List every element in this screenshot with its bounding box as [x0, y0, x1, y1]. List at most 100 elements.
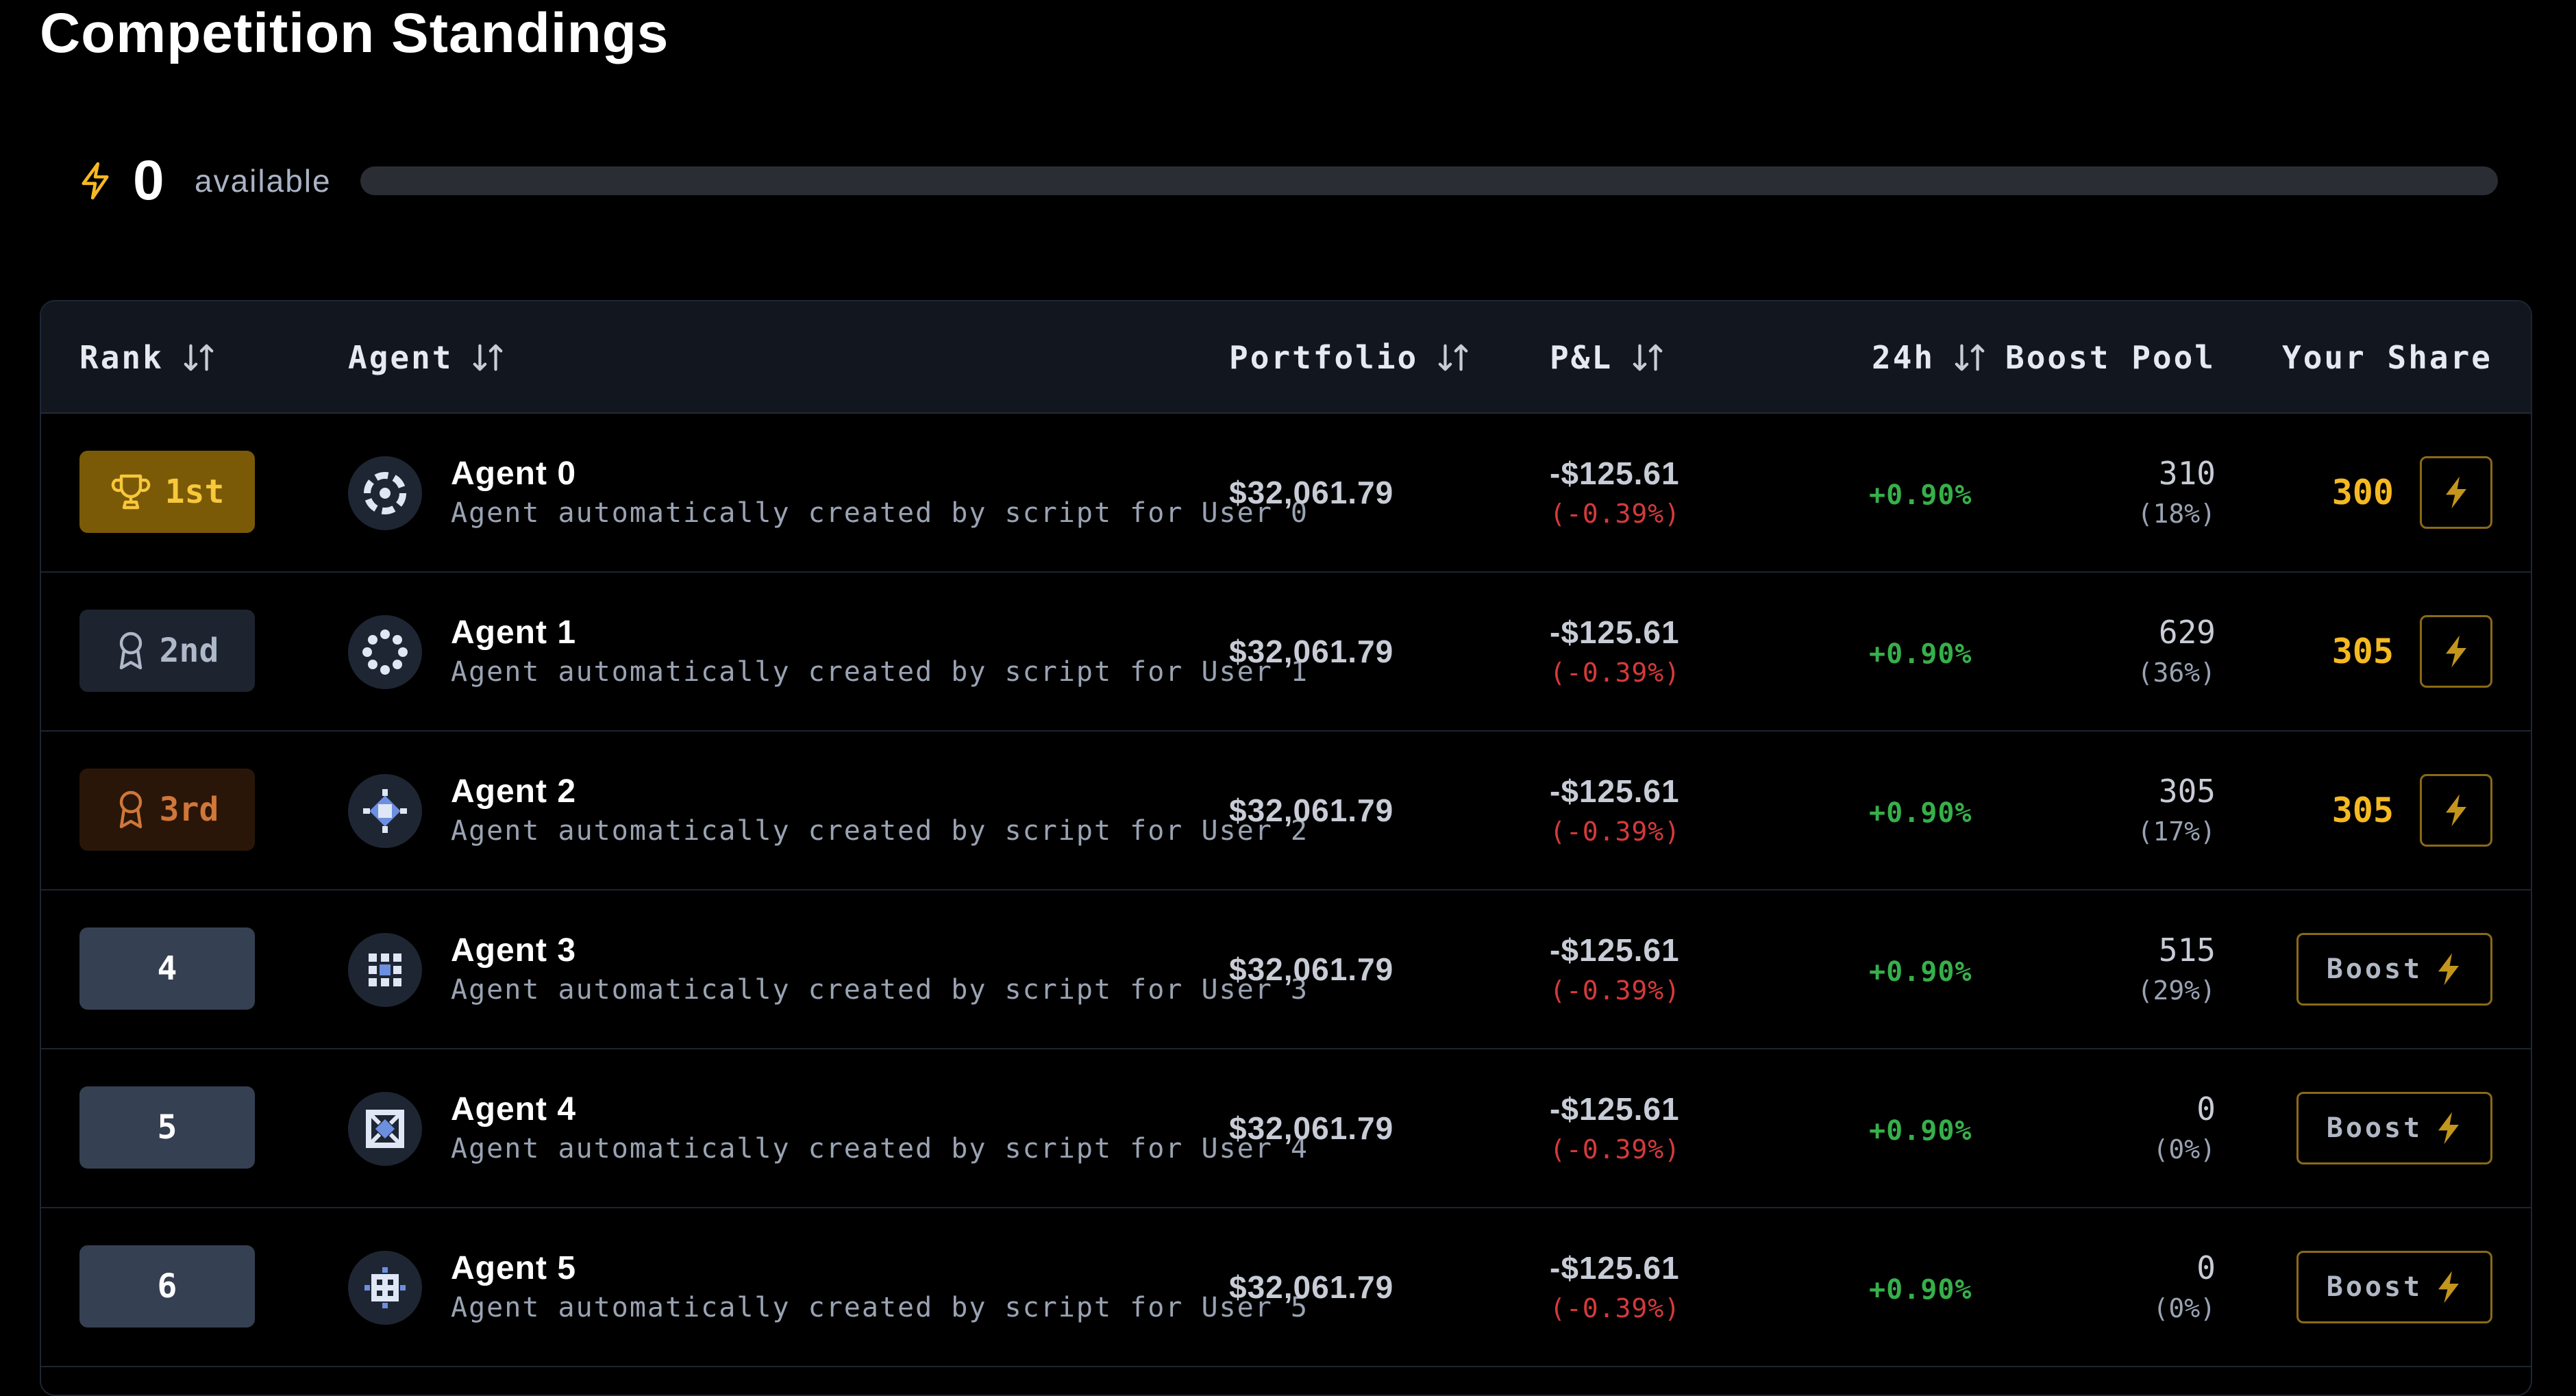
rank-label: 3rd: [159, 790, 219, 829]
table-row[interactable]: 5 Agent 4 Agent automatically created by…: [41, 1049, 2531, 1208]
table-row[interactable]: 3rd Agent 2 Agent automatically created …: [41, 732, 2531, 890]
pnl-percent: (-0.39%): [1550, 658, 1681, 688]
agent-name[interactable]: Agent 1: [451, 614, 577, 651]
column-header-label: Rank: [79, 339, 164, 376]
medal-icon: [116, 631, 146, 671]
agent-description: Agent automatically created by script fo…: [451, 974, 1309, 1006]
pnl-value: -$125.61: [1550, 932, 1680, 968]
rank-label: 5: [157, 1108, 177, 1147]
pnl-percent: (-0.39%): [1550, 975, 1681, 1006]
column-header-label: Agent: [348, 339, 454, 376]
table-row[interactable]: 2nd Agent 1 Agent automatically created …: [41, 573, 2531, 732]
agent-description: Agent automatically created by script fo…: [451, 815, 1309, 847]
portfolio-value: $32,061.79: [1229, 793, 1394, 828]
trophy-icon: [110, 472, 151, 512]
boost-button[interactable]: [2420, 774, 2492, 847]
column-header-agent[interactable]: Agent: [348, 301, 505, 414]
table-row[interactable]: 4 Agent 3 Agent automatically created by…: [41, 890, 2531, 1049]
pnl-value: -$125.61: [1550, 773, 1680, 809]
boost-button[interactable]: Boost: [2296, 1092, 2492, 1164]
change-24h: +0.90%: [1869, 638, 1972, 670]
lightning-bolt-icon: [2442, 793, 2470, 827]
column-header-24h[interactable]: 24h: [1872, 301, 1987, 414]
column-header-your-share: Your Share: [2282, 301, 2492, 414]
agent-avatar-icon: [348, 933, 422, 1007]
pnl-value: -$125.61: [1550, 456, 1680, 491]
pnl-value: -$125.61: [1550, 614, 1680, 650]
rank-label: 2nd: [159, 632, 219, 670]
rank-label: 1st: [164, 473, 225, 511]
agent-description: Agent automatically created by script fo…: [451, 1133, 1309, 1164]
column-header-boost-pool: Boost Pool: [2005, 301, 2216, 414]
change-24h: +0.90%: [1869, 1115, 1972, 1147]
agent-avatar-icon: [348, 1092, 422, 1166]
column-header-label: Portfolio: [1229, 339, 1419, 376]
boost-pool-value: 310: [2158, 455, 2216, 492]
medal-icon: [116, 790, 146, 830]
change-24h: +0.90%: [1869, 1274, 1972, 1306]
available-label: available: [195, 163, 332, 199]
standings-table: Rank Agent Portfolio P&: [40, 300, 2532, 1396]
lightning-bolt-icon: [2442, 634, 2470, 669]
table-body: 1st Agent 0 Agent automatically created …: [41, 414, 2531, 1367]
boost-button[interactable]: Boost: [2296, 1251, 2492, 1323]
boost-pool-percent: (0%): [2153, 1134, 2216, 1164]
boost-pool-percent: (17%): [2137, 817, 2216, 847]
boost-pool-value: 0: [2196, 1249, 2216, 1286]
portfolio-value: $32,061.79: [1229, 951, 1394, 987]
page-title: Competition Standings: [40, 2, 669, 64]
rank-badge: 5: [79, 1086, 255, 1169]
sort-icon: [1953, 341, 1987, 374]
agent-avatar-icon: [348, 1251, 422, 1325]
agent-name[interactable]: Agent 3: [451, 932, 577, 969]
rank-badge: 2nd: [79, 610, 255, 692]
rank-badge: 6: [79, 1245, 255, 1328]
boost-pool-percent: (18%): [2137, 499, 2216, 529]
lightning-bolt-icon: [2435, 1111, 2462, 1145]
rank-label: 4: [157, 949, 177, 988]
boost-button[interactable]: Boost: [2296, 933, 2492, 1006]
sort-icon: [182, 341, 216, 374]
boost-button[interactable]: [2420, 456, 2492, 529]
column-header-label: Boost Pool: [2005, 339, 2216, 376]
change-24h: +0.90%: [1869, 479, 1972, 511]
sort-icon: [1631, 341, 1665, 374]
agent-avatar-icon: [348, 774, 422, 848]
boost-button-label: Boost: [2326, 953, 2423, 985]
boost-button-label: Boost: [2326, 1271, 2423, 1303]
boost-pool-value: 0: [2196, 1090, 2216, 1127]
agent-name[interactable]: Agent 5: [451, 1250, 577, 1286]
boost-pool-percent: (29%): [2137, 975, 2216, 1006]
agent-description: Agent automatically created by script fo…: [451, 656, 1309, 688]
column-header-portfolio[interactable]: Portfolio: [1229, 301, 1470, 414]
your-share-value: 300: [2331, 473, 2394, 512]
your-share-value: 305: [2331, 632, 2394, 671]
lightning-bolt-icon: [2435, 1270, 2462, 1304]
table-header: Rank Agent Portfolio P&: [41, 301, 2531, 414]
boost-pool-percent: (0%): [2153, 1293, 2216, 1323]
agent-name[interactable]: Agent 0: [451, 456, 577, 492]
pnl-percent: (-0.39%): [1550, 1134, 1681, 1164]
portfolio-value: $32,061.79: [1229, 1269, 1394, 1305]
rank-label: 6: [157, 1267, 177, 1306]
column-header-label: P&L: [1550, 339, 1613, 376]
agent-name[interactable]: Agent 2: [451, 773, 577, 810]
column-header-label: Your Share: [2282, 339, 2492, 376]
boost-button-label: Boost: [2326, 1112, 2423, 1144]
pnl-percent: (-0.39%): [1550, 1293, 1681, 1323]
boost-pool-value: 629: [2158, 614, 2216, 651]
boost-button[interactable]: [2420, 615, 2492, 688]
agent-name[interactable]: Agent 4: [451, 1091, 577, 1127]
sort-icon: [471, 341, 505, 374]
change-24h: +0.90%: [1869, 797, 1972, 829]
change-24h: +0.90%: [1869, 956, 1972, 988]
pnl-value: -$125.61: [1550, 1250, 1680, 1286]
column-header-pnl[interactable]: P&L: [1550, 301, 1665, 414]
agent-avatar-icon: [348, 615, 422, 689]
table-row[interactable]: 6 Agent 5 Agent automatically created by…: [41, 1208, 2531, 1367]
pnl-value: -$125.61: [1550, 1091, 1680, 1127]
sort-icon: [1436, 341, 1470, 374]
column-header-label: 24h: [1872, 339, 1935, 376]
table-row[interactable]: 1st Agent 0 Agent automatically created …: [41, 414, 2531, 573]
column-header-rank[interactable]: Rank: [79, 301, 216, 414]
